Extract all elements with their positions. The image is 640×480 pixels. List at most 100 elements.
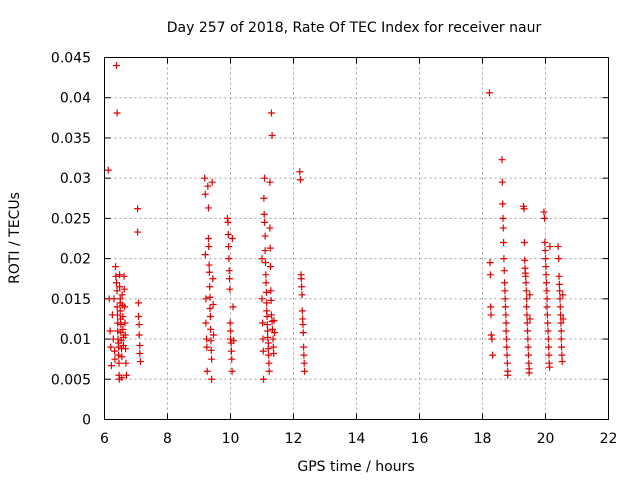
data-point [500,255,508,263]
data-point [123,371,131,379]
data-point [201,174,209,182]
data-point [298,291,306,299]
y-tick-label: 0.03 [60,171,91,187]
data-point [113,303,121,311]
data-point [546,243,554,251]
data-point [487,303,495,311]
data-point [523,295,531,303]
data-point [543,311,551,319]
data-point [208,178,216,186]
data-point [121,303,129,311]
data-point [204,204,212,212]
data-point [555,280,563,288]
data-point [502,311,510,319]
data-point [500,267,508,275]
data-point [501,303,509,311]
data-point [120,272,128,280]
data-point [542,255,549,263]
data-point [487,311,495,319]
data-point [265,351,273,359]
data-point [542,279,550,287]
data-point [526,291,534,299]
data-point [498,156,506,164]
data-point [119,325,127,333]
data-point [523,319,531,327]
data-point [555,272,563,280]
data-point [500,239,508,247]
data-point [267,296,275,304]
x-axis-label: GPS time / hours [297,459,414,475]
data-point [300,351,308,359]
data-point [486,271,494,279]
data-point [267,287,275,295]
data-point [206,313,214,321]
data-point [115,359,123,367]
data-point [269,343,277,351]
data-point [502,335,510,343]
data-point [543,303,551,311]
data-point [226,275,234,283]
plot-frame [104,57,609,420]
data-point [209,300,217,308]
data-point [112,62,120,70]
data-point [269,335,277,343]
x-tick-label: 16 [411,431,429,447]
data-point [206,293,214,301]
data-point [122,359,130,367]
data-point [556,303,564,311]
data-point [112,272,120,280]
data-point [524,343,532,351]
data-point [555,255,563,263]
data-point [296,168,304,176]
data-point [522,272,530,280]
data-point [268,132,276,140]
data-point [501,295,509,303]
data-point [260,194,268,202]
data-point [122,345,130,353]
data-point [271,329,279,337]
data-point [544,319,552,327]
data-point [225,255,233,263]
data-point [522,279,530,287]
data-point [116,283,124,291]
data-point [228,355,236,363]
data-point [489,351,497,359]
data-point [136,358,144,366]
data-point [111,347,119,355]
y-tick-label: 0.025 [51,211,91,227]
data-point [267,311,275,319]
data-point [486,259,494,267]
data-point [266,244,274,252]
data-point [558,358,566,366]
data-point [559,315,567,323]
data-point [554,243,562,251]
data-point [110,295,118,303]
data-point [300,359,308,367]
y-tick-label: 0.02 [60,252,91,268]
data-point [557,327,565,335]
data-point [135,331,143,339]
data-point [259,347,267,355]
data-point [116,271,124,279]
y-tick-label: 0.005 [51,372,91,388]
data-point [228,235,236,242]
data-point [523,303,531,311]
y-tick-label: 0.015 [51,292,91,308]
y-tick-label: 0.045 [51,51,91,67]
data-point [524,327,532,335]
data-point [298,283,306,291]
data-point [201,251,209,259]
data-point [229,303,237,311]
data-point [556,287,564,295]
data-point [503,359,511,367]
x-tick-label: 6 [100,431,109,447]
data-point [135,321,143,329]
data-point [262,288,270,296]
x-tick-label: 12 [285,431,303,447]
chart-title: Day 257 of 2018, Rate Of TEC Index for r… [167,20,542,36]
y-tick-label: 0.035 [51,131,91,147]
x-tick-label: 14 [348,431,366,447]
data-point [227,327,234,335]
data-point [205,243,213,251]
x-tick-label: 8 [163,431,172,447]
